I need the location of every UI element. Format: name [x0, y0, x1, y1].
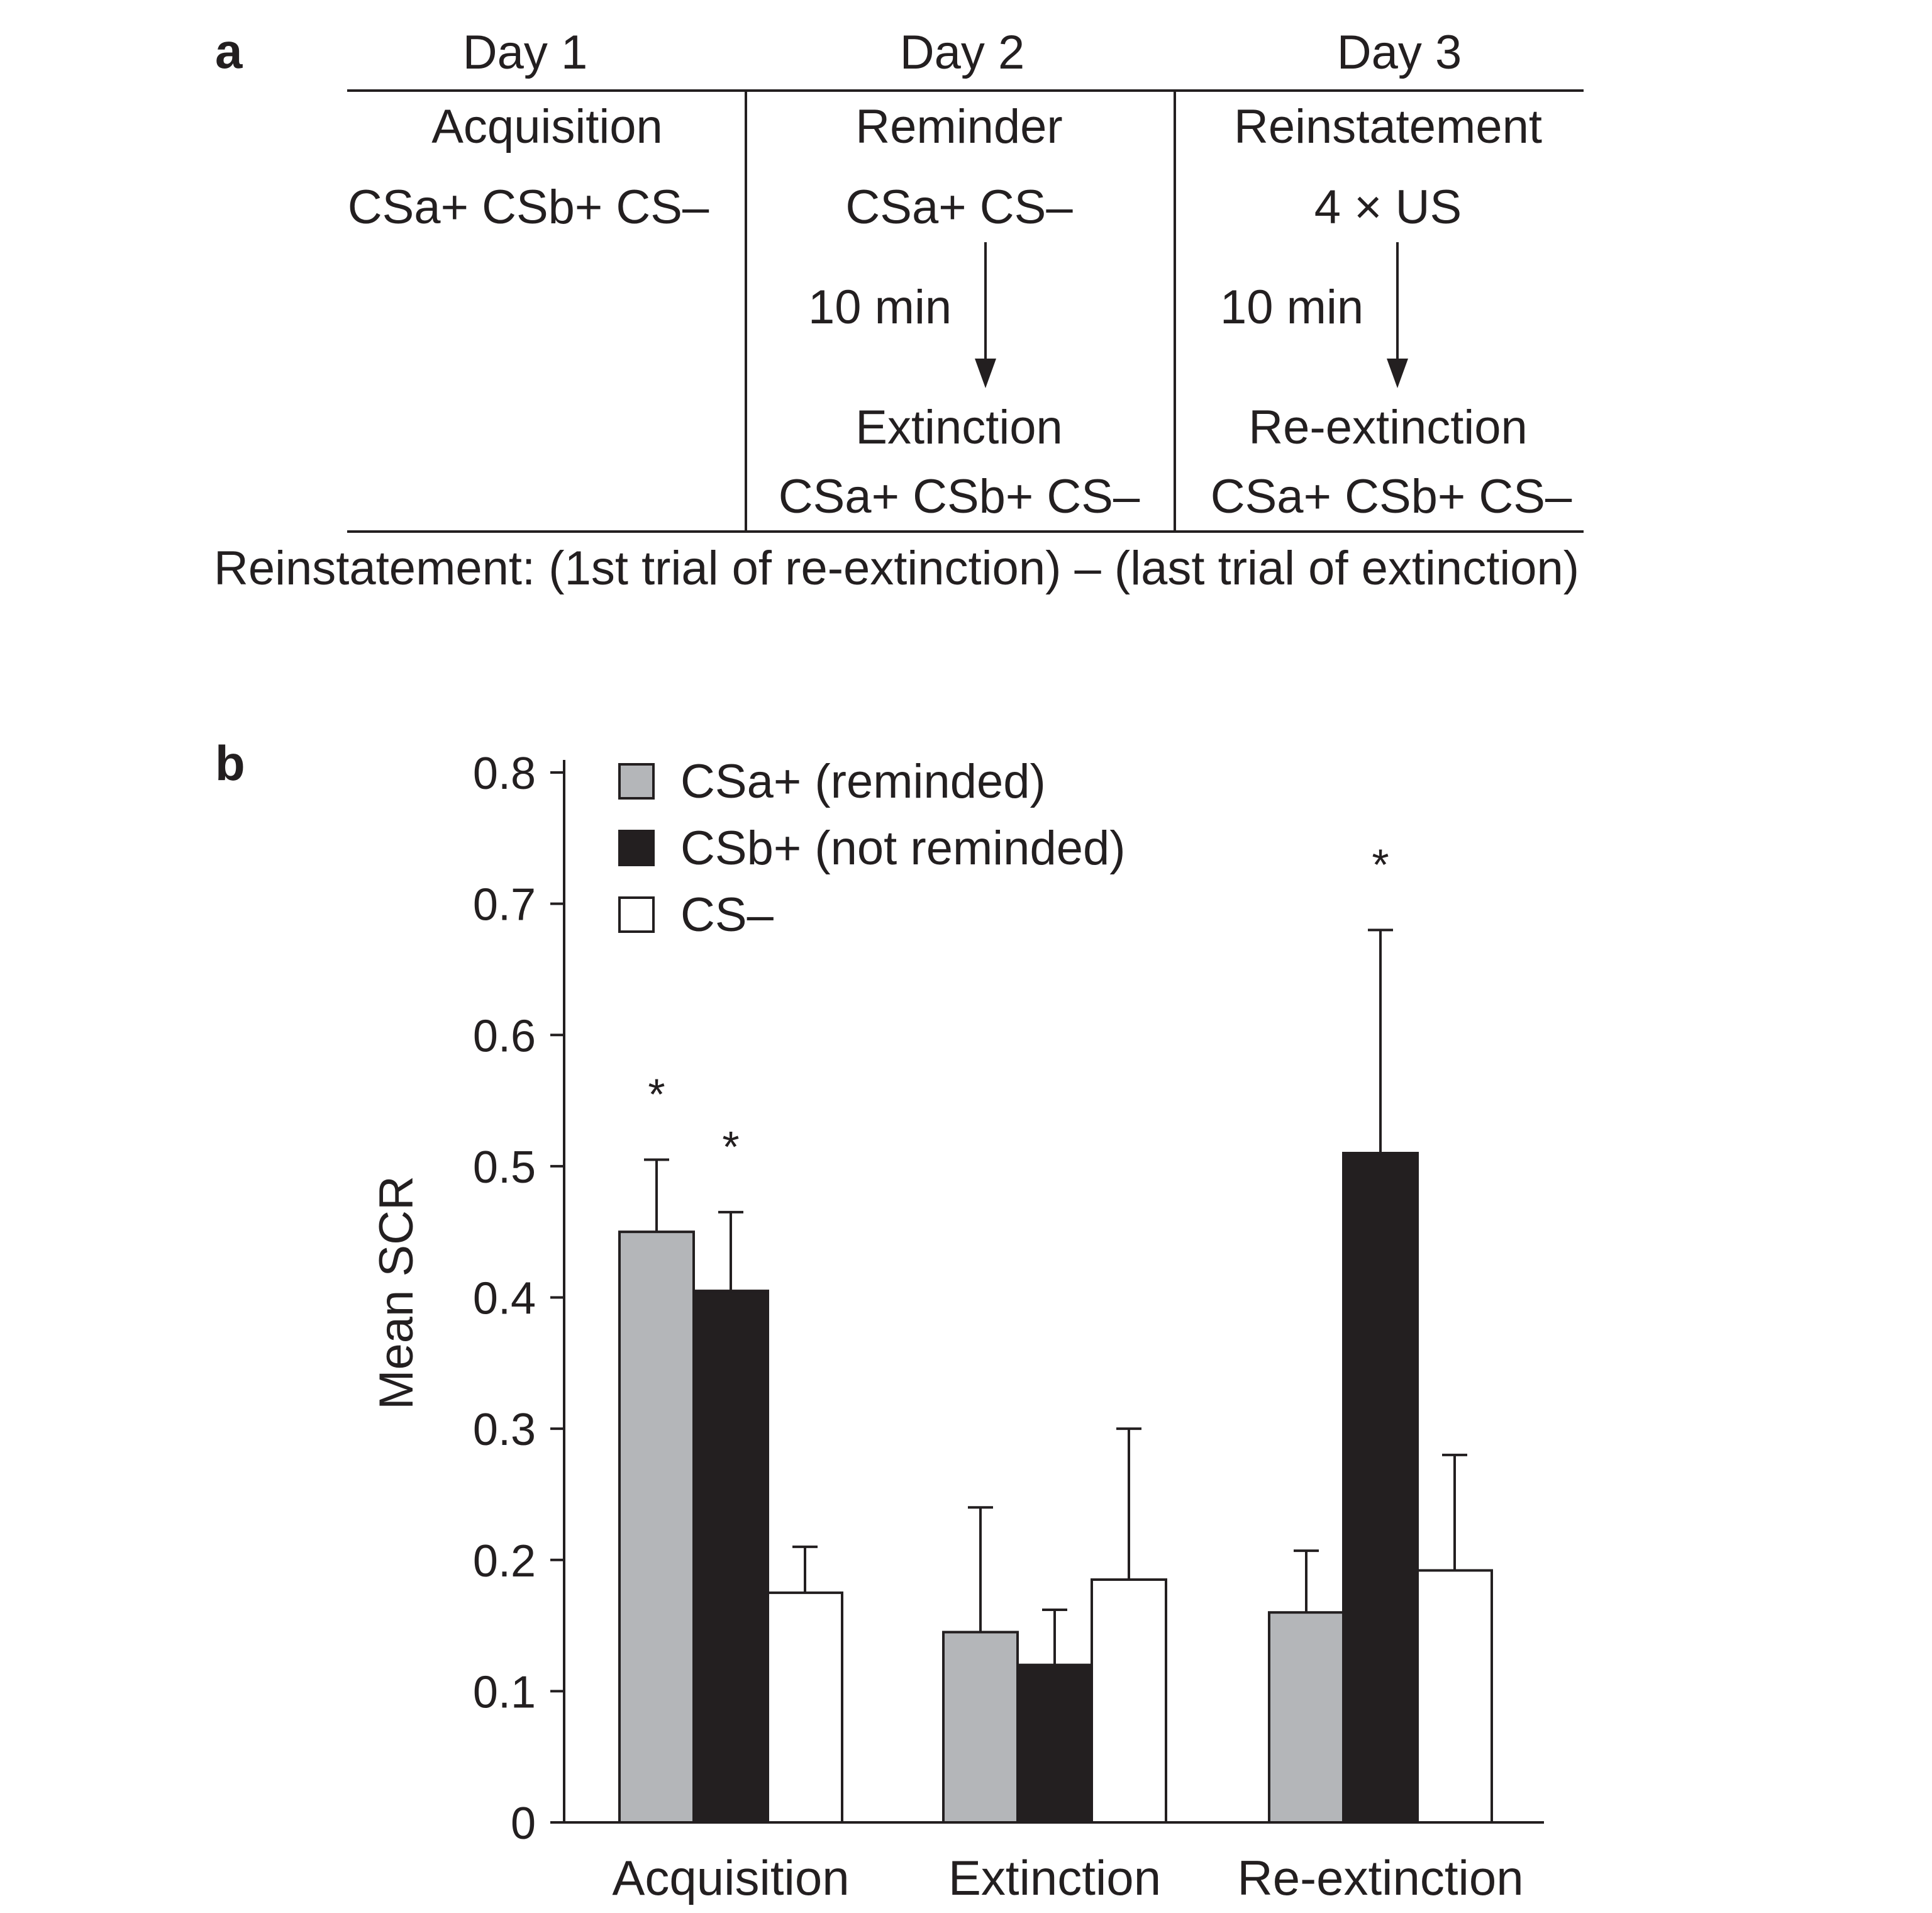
bar-csa-acquisition — [618, 1230, 695, 1824]
table-divider-2 — [1174, 89, 1176, 533]
panel-a-letter: a — [215, 23, 243, 79]
y-tick-label: 0 — [511, 1799, 536, 1849]
day-3-arrow — [1387, 242, 1408, 388]
reinstatement-formula: Reinstatement: (1st trial of re-extincti… — [214, 542, 1580, 595]
table-bottom-rule — [347, 530, 1584, 533]
category-label-acquisition: Acquisition — [612, 1850, 849, 1905]
day-3-delay: 10 min — [1220, 281, 1364, 334]
y-tick-label: 0.2 — [473, 1536, 536, 1587]
re-extinction-phase: Re-extinction — [1248, 401, 1528, 454]
day-2-delay: 10 min — [808, 281, 952, 334]
day-3-stimuli: 4 × US — [1314, 181, 1462, 234]
bar-csb-extinction — [1016, 1663, 1093, 1824]
extinction-phase: Extinction — [855, 401, 1063, 454]
reminder-phase: Reminder — [855, 100, 1063, 153]
legend-label-csminus: CS– — [680, 888, 774, 942]
significance-star-csb-re-extinction: * — [1372, 840, 1389, 889]
error-bars — [644, 929, 1467, 1665]
y-tick-label: 0.8 — [473, 749, 536, 799]
category-labels: Acquisition Extinction Re-extinction — [612, 1850, 1523, 1905]
reinstatement-phase: Reinstatement — [1233, 100, 1543, 153]
day-3-label: Day 3 — [1336, 26, 1462, 79]
legend-swatch-csb — [618, 830, 655, 866]
bar-csb-acquisition — [692, 1290, 769, 1824]
y-tick-label: 0.3 — [473, 1405, 536, 1455]
day-2-arrow — [975, 242, 996, 388]
bar-csa-re-extinction — [1268, 1611, 1345, 1824]
y-tick-label: 0.5 — [473, 1142, 536, 1193]
bar-csminus-re-extinction — [1416, 1569, 1493, 1824]
y-ticks: 0 0.1 0.2 0.3 0.4 0.5 0.6 0.7 0.8 — [473, 749, 564, 1849]
y-tick-label: 0.7 — [473, 880, 536, 930]
y-tick-label: 0.1 — [473, 1667, 536, 1717]
bar-csminus-acquisition — [767, 1591, 843, 1824]
y-tick-label: 0.6 — [473, 1011, 536, 1061]
day-2-stimuli: CSa+ CS– — [845, 181, 1073, 234]
day-1-stimuli: CSa+ CSb+ CS– — [347, 181, 709, 234]
legend: CSa+ (reminded) CSb+ (not reminded) CS– — [618, 755, 1126, 942]
bar-csminus-extinction — [1091, 1578, 1167, 1824]
table-divider-1 — [745, 89, 747, 533]
day-3-re-extinction-stimuli: CSa+ CSb+ CS– — [1210, 470, 1572, 523]
significance-star-csb-acquisition: * — [722, 1122, 739, 1171]
day-2-extinction-stimuli: CSa+ CSb+ CS– — [778, 470, 1140, 523]
y-axis-label: Mean SCR — [370, 1176, 423, 1410]
day-1-label: Day 1 — [462, 26, 588, 79]
significance-markers: * * * — [648, 840, 1389, 1171]
category-label-extinction: Extinction — [948, 1850, 1161, 1905]
day-2-label: Day 2 — [899, 26, 1025, 79]
legend-swatch-csminus — [618, 896, 655, 933]
significance-star-csa-acquisition: * — [648, 1069, 665, 1118]
bar-csb-re-extinction — [1342, 1152, 1419, 1824]
y-tick-label: 0.4 — [473, 1274, 536, 1324]
panel-b-letter: b — [215, 735, 245, 791]
legend-label-csa: CSa+ (reminded) — [680, 755, 1046, 808]
acquisition-phase: Acquisition — [431, 100, 663, 153]
table-top-rule — [347, 89, 1584, 92]
bars — [618, 1152, 1493, 1824]
legend-swatch-csa — [618, 763, 655, 800]
legend-label-csb: CSb+ (not reminded) — [680, 822, 1126, 875]
category-label-re-extinction: Re-extinction — [1237, 1850, 1523, 1905]
bar-csa-extinction — [942, 1631, 1019, 1824]
